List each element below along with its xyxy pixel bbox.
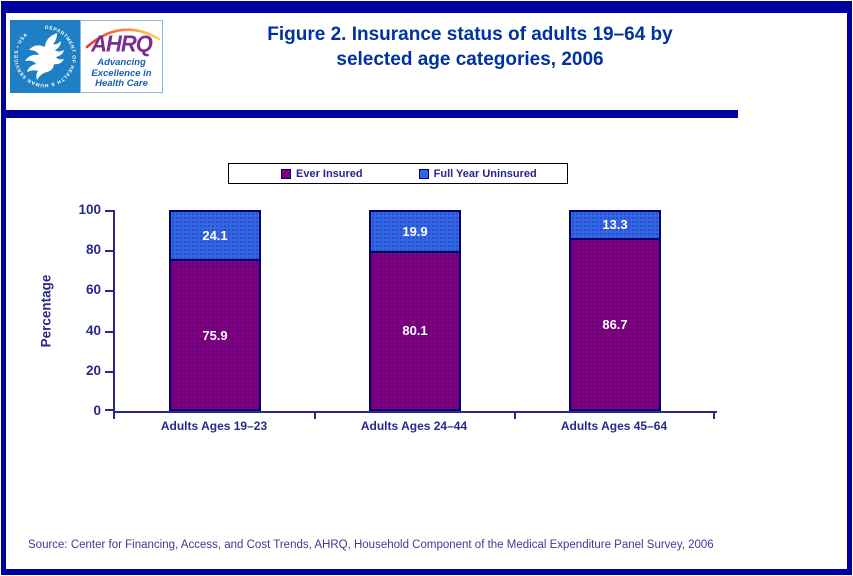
x-tick-mark (514, 411, 516, 419)
y-tick-mark (105, 330, 113, 333)
x-tick-mark (314, 411, 316, 419)
y-tick-mark (105, 370, 113, 373)
legend-item: Full Year Uninsured (418, 167, 537, 180)
y-tick-label: 60 (85, 282, 101, 298)
y-tick-mark (105, 210, 113, 212)
y-tick-label: 20 (85, 362, 101, 378)
x-tick-mark (113, 411, 115, 419)
ahrq-wordmark: AHRQ (91, 30, 153, 57)
legend-item: Ever Insured (281, 168, 363, 180)
x-tick-mark (713, 411, 715, 419)
chart-legend: Ever Insured Full Year Uninsured (228, 163, 568, 184)
y-tick-label: 0 (93, 403, 101, 418)
ahrq-tagline: Advancing Excellence in Health Care (91, 57, 152, 90)
x-category-label: Adults Ages 24–44 (360, 419, 468, 433)
bar-segment-full-year-uninsured: 13.3 (571, 212, 659, 238)
ahrq-tagline-line: Excellence in (91, 67, 152, 79)
bar-value-label: 86.7 (602, 316, 628, 332)
figure-title: Figure 2. Insurance status of adults 19–… (150, 22, 790, 72)
y-tick-mark (105, 250, 113, 253)
ahrq-arc-icon (85, 28, 161, 49)
y-tick-label: 100 (78, 202, 101, 217)
x-category-label: Adults Ages 45–64 (560, 419, 668, 433)
y-tick-mark (105, 290, 113, 293)
y-tick-mark (105, 409, 113, 411)
ahrq-logo: AHRQ Advancing Excellence in Health Care (80, 20, 163, 93)
bar-value-label: 24.1 (202, 228, 228, 243)
stacked-bar: 24.1 75.9 (169, 210, 261, 411)
bar-segment-full-year-uninsured: 19.9 (371, 212, 459, 251)
figure-title-line1: Figure 2. Insurance status of adults 19–… (267, 24, 673, 45)
legend-label: Full Year Uninsured (433, 167, 537, 180)
stacked-bar: 19.9 80.1 (369, 210, 461, 411)
bar-value-label: 80.1 (402, 323, 428, 339)
bar-segment-full-year-uninsured: 24.1 (171, 212, 259, 259)
y-tick-label: 40 (85, 322, 101, 338)
bar-segment-ever-insured: 86.7 (571, 237, 659, 409)
hhs-logo: DEPARTMENT OF HEALTH & HUMAN SERVICES • … (10, 20, 80, 93)
bar-value-label: 13.3 (602, 217, 628, 233)
y-axis-title: Percentage (38, 274, 54, 348)
legend-label: Ever Insured (296, 167, 363, 180)
hhs-eagle-icon: DEPARTMENT OF HEALTH & HUMAN SERVICES • … (13, 25, 75, 88)
bar-value-label: 75.9 (202, 327, 228, 343)
agency-logo-block: DEPARTMENT OF HEALTH & HUMAN SERVICES • … (10, 20, 163, 93)
figure-title-line2: selected age categories, 2006 (336, 49, 604, 70)
header-divider-rule (5, 110, 738, 118)
ahrq-tagline-line: Health Care (95, 78, 148, 90)
bar-value-label: 19.9 (402, 223, 428, 239)
y-tick-label: 80 (85, 242, 101, 258)
ahrq-tagline-line: Advancing (97, 57, 146, 69)
bar-segment-ever-insured: 75.9 (171, 259, 259, 409)
legend-swatch (418, 168, 429, 179)
plot-area: 0 20 40 60 80 100 24.1 75.9 19.9 80.1 13.3 86.7 (78, 202, 717, 419)
source-note: Source: Center for Financing, Access, an… (28, 539, 714, 551)
x-category-label: Adults Ages 19–23 (160, 419, 268, 433)
bar-segment-ever-insured: 80.1 (371, 250, 459, 409)
legend-swatch (281, 168, 291, 179)
stacked-bar: 13.3 86.7 (569, 210, 661, 411)
